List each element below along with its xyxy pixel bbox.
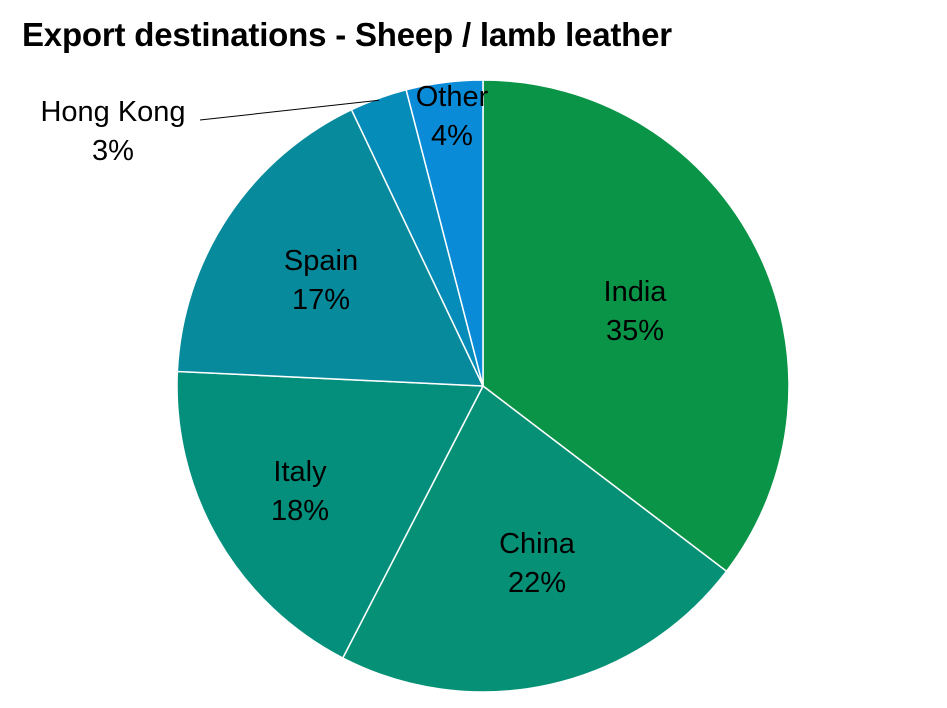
pie-slice-italy — [176, 370, 485, 659]
slice-label-other: Other — [416, 81, 489, 113]
slice-label-china: China — [499, 528, 576, 560]
slice-value-china: 22% — [508, 567, 566, 599]
slice-label-italy: Italy — [273, 456, 327, 488]
pie-slice-india — [482, 79, 790, 573]
pie-slice-china — [341, 384, 728, 693]
slice-label-spain: Spain — [284, 245, 358, 277]
slice-value-spain: 17% — [292, 284, 350, 316]
pie-slices — [176, 79, 790, 693]
data-labels: India 35% China 22% Italy 18% Spain 17% Hong Kon… — [40, 81, 667, 599]
slice-label-india: India — [604, 276, 668, 308]
pie-slice-spain — [176, 108, 485, 387]
chart-title: Export destinations - Sheep / lamb leath… — [22, 16, 672, 53]
leader-line-hong-kong — [199, 99, 380, 121]
leader-lines — [199, 99, 380, 121]
slice-value-italy: 18% — [271, 495, 329, 527]
slice-value-india: 35% — [606, 315, 664, 347]
pie-slice-other — [405, 79, 484, 387]
slice-label-hong-kong: Hong Kong — [40, 96, 185, 128]
slice-value-other: 4% — [431, 120, 473, 152]
slice-value-hong-kong: 3% — [92, 135, 134, 167]
